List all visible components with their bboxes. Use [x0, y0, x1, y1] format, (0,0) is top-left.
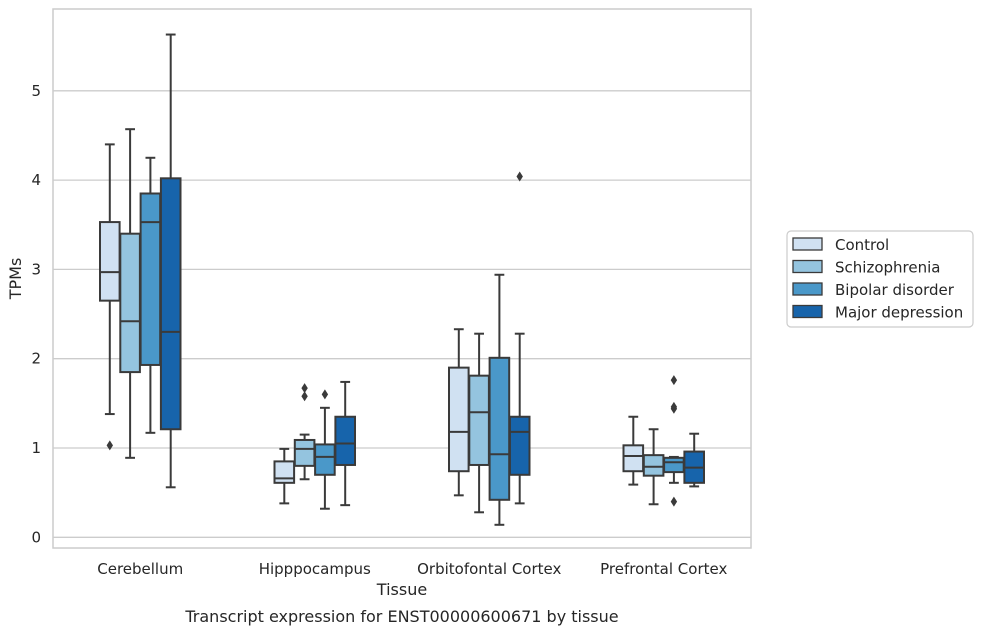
outlier-point	[321, 389, 329, 400]
y-tick-label: 0	[31, 528, 41, 546]
box-schizophrenia	[642, 428, 665, 506]
chart-caption: Transcript expression for ENST0000060067…	[184, 607, 618, 626]
y-tick-label: 2	[31, 350, 41, 368]
box-iqr	[293, 438, 316, 467]
box-iqr	[468, 374, 490, 466]
y-tick-label: 5	[31, 82, 41, 100]
x-tick-labels: Cerebellum Hipppocampus Orbitofontal Corte…	[97, 560, 727, 578]
box-iqr	[622, 444, 645, 473]
box-control	[273, 447, 296, 505]
box-bipolar-disorder	[139, 156, 162, 434]
y-tick-label: 4	[31, 171, 41, 189]
box-iqr	[159, 177, 182, 431]
legend-swatch	[792, 259, 823, 274]
legend-frame	[786, 230, 974, 328]
y-axis-label: TPMs	[6, 258, 25, 301]
box-control	[99, 143, 121, 451]
y-tick-labels: 0 1 2 3 4 5	[31, 82, 41, 546]
y-tick-label: 3	[31, 260, 41, 278]
box-schizophrenia	[293, 383, 316, 481]
box-major-depression	[508, 171, 531, 505]
outlier-point	[301, 391, 308, 402]
legend-swatch	[792, 237, 823, 251]
box-iqr	[642, 454, 665, 477]
box-iqr	[139, 192, 162, 366]
box-iqr	[663, 456, 685, 474]
box-iqr	[119, 232, 141, 374]
legend-label: Control	[835, 236, 889, 254]
legend-swatch	[792, 282, 823, 296]
box-iqr	[488, 356, 511, 501]
box-control	[448, 328, 470, 497]
box-schizophrenia	[119, 128, 141, 459]
box-iqr	[314, 443, 336, 476]
outlier-point	[670, 375, 678, 386]
box-major-depression	[334, 380, 356, 507]
legend: Control Schizophrenia Bipolar disorder Majo…	[786, 230, 974, 328]
box-iqr	[508, 415, 531, 476]
x-axis-label: Tissue	[376, 580, 427, 599]
box-major-depression	[683, 432, 706, 488]
boxes-layer	[99, 33, 706, 526]
box-bipolar-disorder	[663, 375, 685, 507]
outlier-point	[670, 496, 678, 507]
outlier-point	[516, 171, 523, 182]
x-tick-label: Orbitofontal Cortex	[417, 560, 561, 578]
outlier-point	[670, 401, 678, 412]
x-tick-label: Cerebellum	[97, 560, 183, 578]
box-bipolar-disorder	[314, 389, 336, 510]
box-control	[622, 415, 645, 486]
box-schizophrenia	[468, 332, 490, 514]
box-iqr	[273, 460, 296, 484]
y-tick-label: 1	[31, 439, 41, 457]
outlier-point	[301, 383, 308, 394]
box-major-depression	[159, 33, 182, 489]
box-iqr	[334, 415, 356, 466]
box-bipolar-disorder	[488, 273, 511, 526]
legend-label: Schizophrenia	[835, 259, 940, 277]
plot-frame	[52, 8, 752, 549]
x-tick-label: Prefrontal Cortex	[600, 560, 727, 578]
box-iqr	[448, 366, 470, 473]
x-tick-label: Hipppocampus	[259, 560, 371, 578]
box-iqr	[99, 221, 121, 302]
legend-label: Major depression	[835, 304, 963, 322]
legend-label: Bipolar disorder	[835, 281, 955, 299]
outlier-point	[106, 440, 113, 451]
legend-swatch	[792, 304, 823, 319]
